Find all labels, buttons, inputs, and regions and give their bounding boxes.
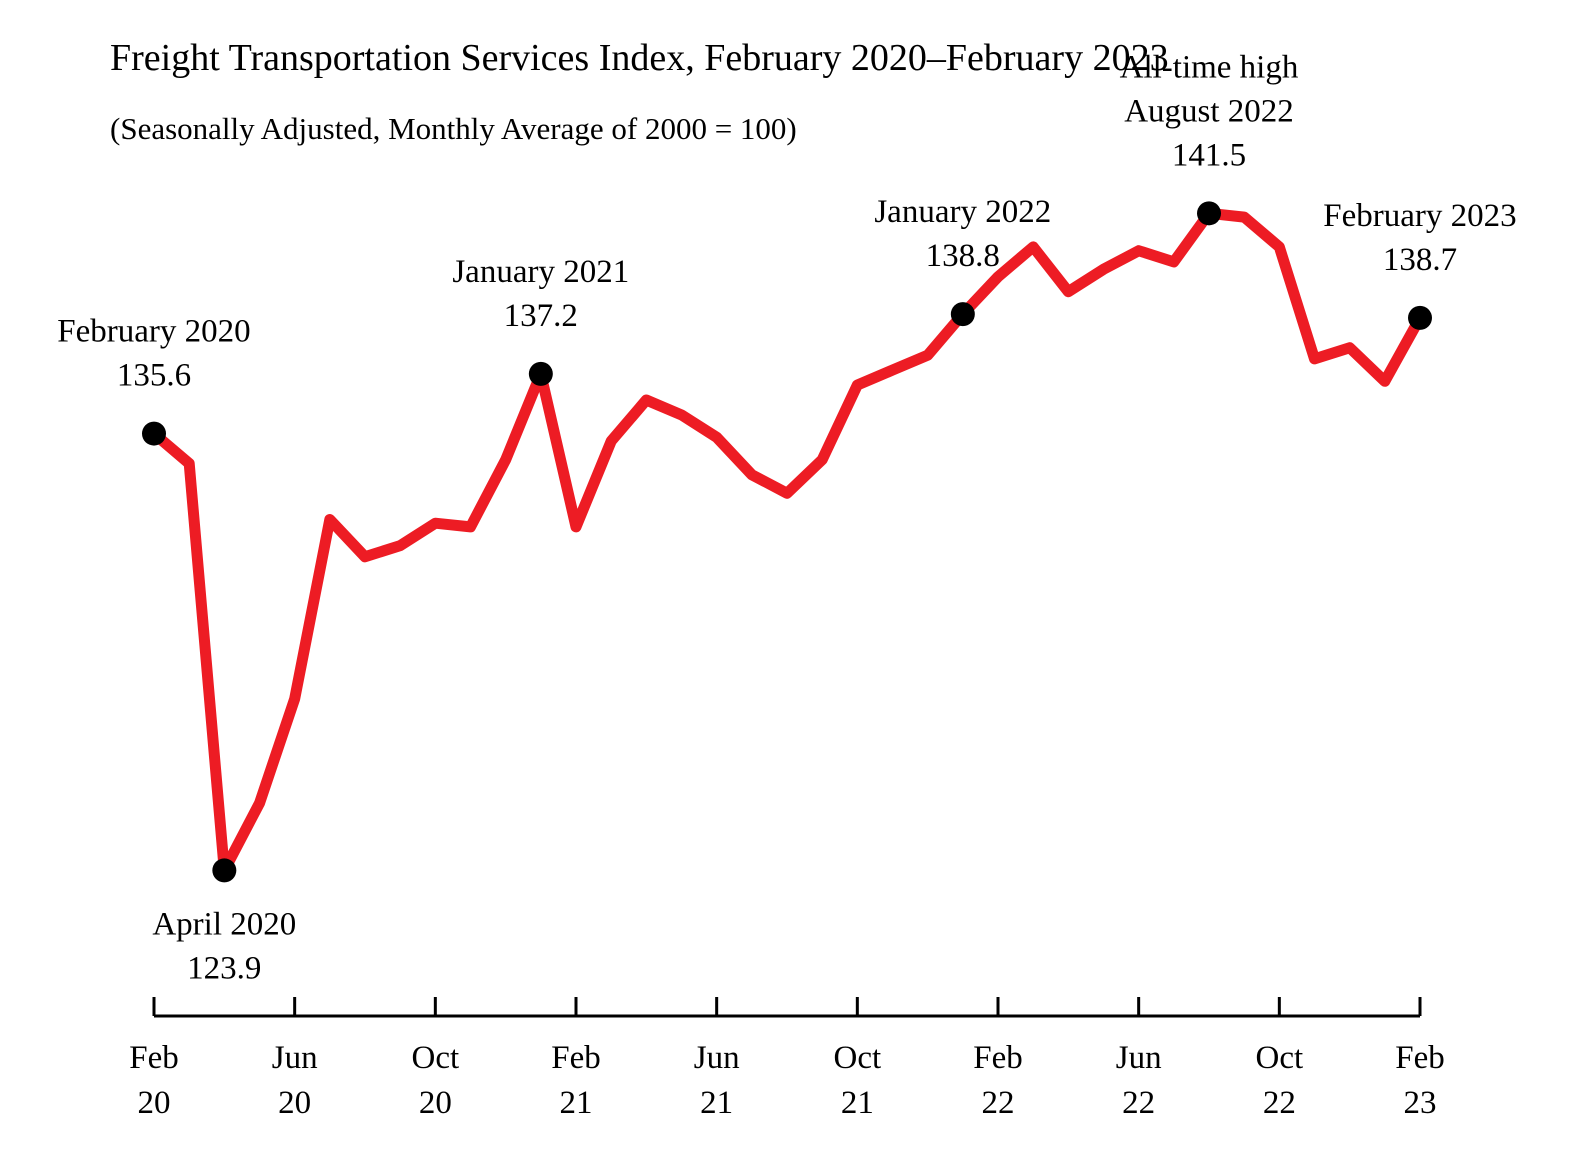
x-tick-label-month: Oct bbox=[1256, 1040, 1304, 1076]
annotation-marker bbox=[1408, 305, 1432, 330]
x-tick-label-month: Jun bbox=[1116, 1040, 1162, 1076]
annotation-label: August 2022 bbox=[1124, 93, 1294, 129]
annotation-label: 137.2 bbox=[504, 298, 578, 334]
x-tick-label-year: 20 bbox=[138, 1085, 171, 1121]
x-tick-label-month: Oct bbox=[834, 1040, 882, 1076]
annotation-label: 138.7 bbox=[1383, 242, 1457, 278]
x-tick-label-year: 21 bbox=[841, 1085, 874, 1121]
annotation-label: 123.9 bbox=[187, 950, 261, 986]
x-tick-label-year: 22 bbox=[1122, 1085, 1155, 1121]
x-tick-label-month: Oct bbox=[412, 1040, 460, 1076]
x-tick-label-year: 21 bbox=[700, 1085, 733, 1121]
annotation-marker bbox=[142, 421, 166, 446]
annotation-marker bbox=[528, 361, 553, 386]
x-tick-label-month: Feb bbox=[129, 1040, 179, 1076]
x-tick-label-month: Feb bbox=[973, 1040, 1023, 1076]
annotation-label: All-time high bbox=[1120, 49, 1299, 85]
x-tick-label-year: 21 bbox=[560, 1085, 593, 1121]
chart-subtitle: (Seasonally Adjusted, Monthly Average of… bbox=[110, 111, 797, 146]
x-tick-label-year: 22 bbox=[1263, 1085, 1296, 1121]
annotation-label: 135.6 bbox=[117, 358, 191, 394]
marker-layer bbox=[142, 201, 1432, 883]
series-line-0 bbox=[148, 207, 1426, 876]
series-layer bbox=[148, 207, 1426, 876]
x-tick-label-month: Feb bbox=[1395, 1040, 1445, 1076]
x-tick-label-month: Jun bbox=[694, 1040, 740, 1076]
annotation-label: January 2022 bbox=[874, 194, 1051, 230]
annotation-label: 141.5 bbox=[1172, 137, 1246, 173]
x-axis: Feb 20 Jun 20 Oct 20 Feb 21 Jun 21 Oct 21 Feb 22 Jun 22… bbox=[129, 997, 1445, 1121]
x-tick-label-year: 20 bbox=[278, 1085, 311, 1121]
annotation-marker bbox=[1197, 201, 1221, 226]
x-tick-label-year: 23 bbox=[1404, 1085, 1437, 1121]
annotation-label: January 2021 bbox=[452, 254, 629, 290]
x-tick-label-month: Feb bbox=[551, 1040, 601, 1076]
chart-title: Freight Transportation Services Index, F… bbox=[110, 37, 1169, 79]
annotation-marker bbox=[212, 858, 237, 883]
annotation-label: 138.8 bbox=[926, 238, 1000, 274]
x-tick-label-year: 20 bbox=[419, 1085, 452, 1121]
annotation-layer: February 2020 135.6 April 2020 123.9 January… bbox=[57, 49, 1516, 986]
annotation-label: April 2020 bbox=[152, 906, 296, 942]
annotation-label: February 2020 bbox=[57, 314, 250, 350]
x-tick-label-year: 22 bbox=[982, 1085, 1015, 1121]
annotation-marker bbox=[950, 302, 975, 327]
x-tick-label-month: Jun bbox=[272, 1040, 318, 1076]
annotation-label: February 2023 bbox=[1323, 198, 1516, 234]
